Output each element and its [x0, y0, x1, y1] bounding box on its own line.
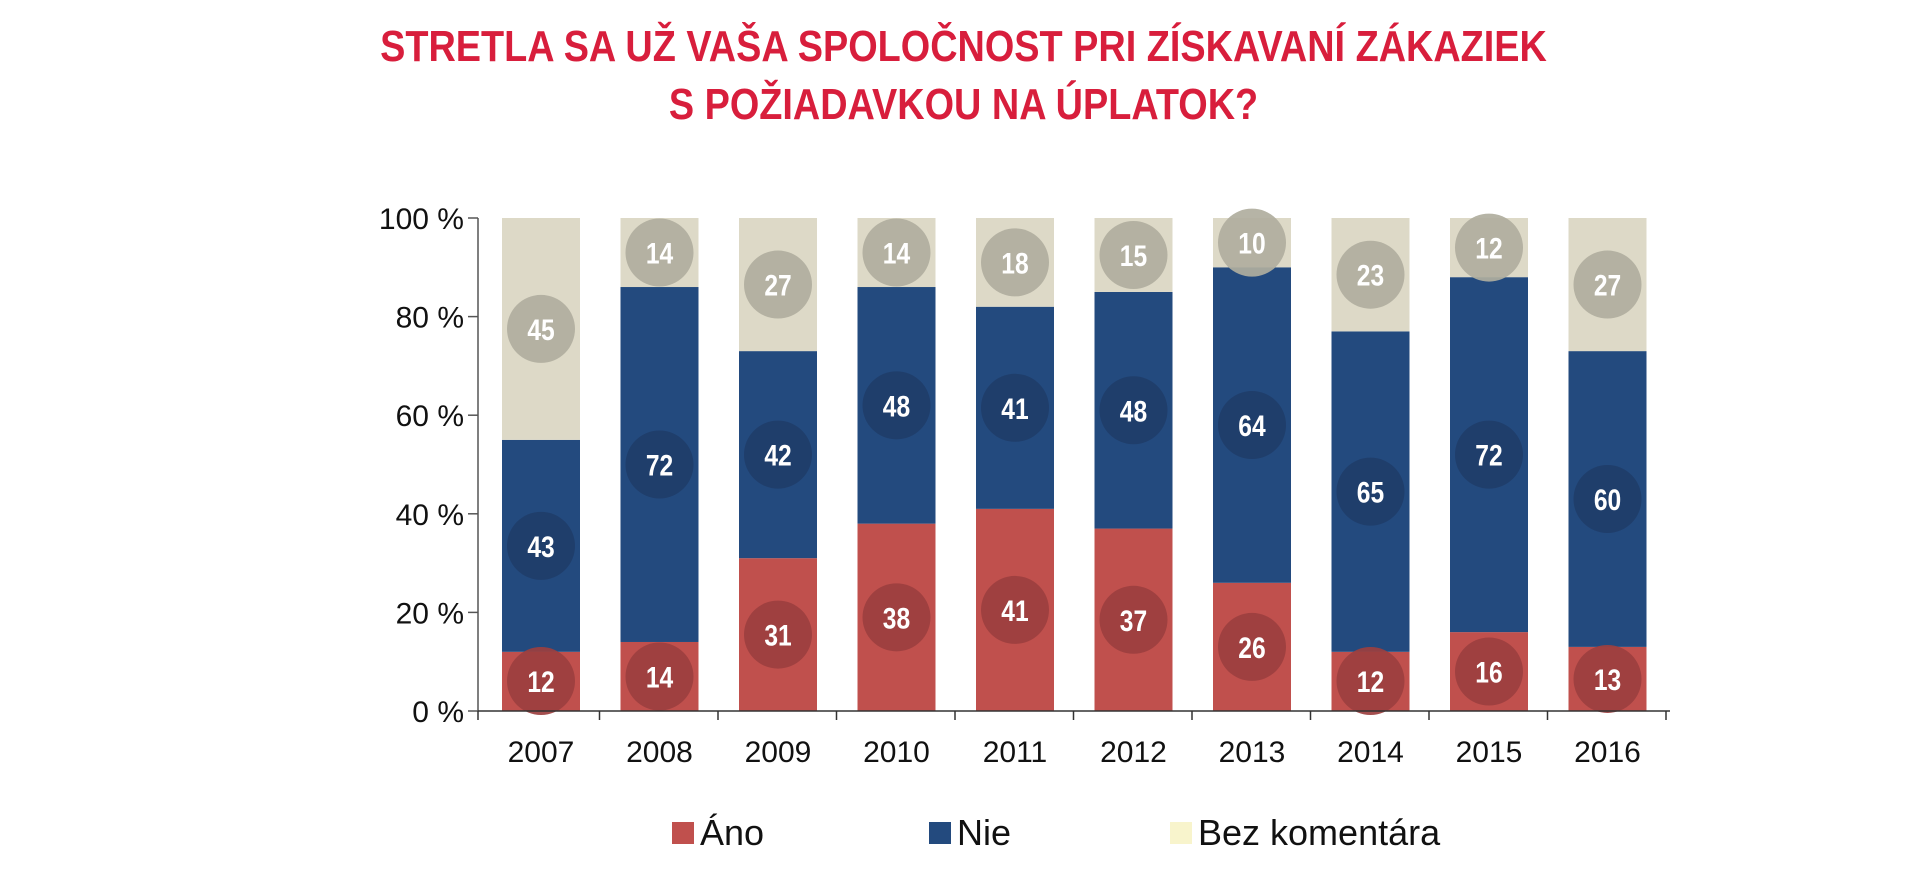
x-tick-label: 2007 — [508, 736, 575, 769]
data-label: 48 — [883, 389, 910, 423]
data-label-bubble — [1336, 457, 1405, 526]
data-label: 43 — [527, 530, 554, 564]
data-label-bubble — [1218, 391, 1286, 460]
data-label-bubble — [625, 642, 694, 711]
x-tick-label: 2011 — [983, 736, 1048, 769]
data-label-bubble — [981, 373, 1049, 442]
y-tick-label: 60 % — [396, 400, 464, 433]
data-label-bubble — [862, 218, 931, 287]
data-label-bubble — [507, 294, 575, 363]
data-label: 14 — [646, 236, 674, 270]
data-label: 41 — [1001, 391, 1028, 425]
data-label-bubble — [1336, 240, 1405, 309]
data-label: 12 — [1475, 231, 1502, 265]
y-tick-label: 20 % — [396, 597, 464, 630]
y-tick-label: 100 % — [379, 203, 464, 236]
chart-title-line-1: STRETLA SA UŽ VAŠA SPOLOČNOST PRI ZÍSKAV… — [380, 22, 1547, 71]
data-label-bubble — [1099, 220, 1168, 289]
y-tick-label: 40 % — [396, 499, 464, 532]
x-tick-label: 2015 — [1456, 736, 1523, 769]
data-label-bubble — [862, 583, 931, 652]
data-label-bubble — [1573, 644, 1642, 713]
data-label: 12 — [1357, 665, 1384, 699]
data-label: 42 — [764, 438, 791, 472]
data-label-bubble — [1455, 213, 1523, 282]
x-tick-label: 2013 — [1219, 736, 1286, 769]
data-label-bubble — [744, 420, 812, 489]
data-label: 60 — [1594, 483, 1621, 517]
data-label: 72 — [1475, 438, 1502, 472]
data-label-bubble — [1218, 612, 1286, 681]
data-label-bubble — [1455, 420, 1523, 489]
data-label: 14 — [883, 236, 911, 270]
data-label-bubble — [981, 575, 1049, 644]
data-label-bubble — [744, 600, 812, 669]
data-label: 38 — [883, 601, 910, 635]
y-tick-label: 0 % — [412, 696, 464, 729]
x-tick-label: 2016 — [1574, 736, 1641, 769]
x-tick-label: 2012 — [1100, 736, 1167, 769]
data-label-bubble — [744, 250, 812, 319]
y-tick-label: 80 % — [396, 302, 464, 335]
data-label-bubble — [1336, 647, 1405, 715]
legend-swatch-nie — [929, 822, 951, 844]
legend-label-ano: Áno — [700, 812, 765, 853]
legend-label-bez-komentara: Bez komentára — [1198, 812, 1441, 853]
x-tick-label: 2008 — [626, 736, 693, 769]
data-label-bubble — [981, 228, 1049, 297]
data-label: 27 — [764, 268, 791, 302]
legend-item-bez-komentara: Bez komentára — [1170, 812, 1440, 854]
legend-swatch-ano — [672, 822, 694, 844]
x-tick-label: 2009 — [745, 736, 812, 769]
data-label-bubble — [507, 511, 575, 580]
data-label: 12 — [527, 665, 554, 699]
data-label-bubble — [1099, 376, 1168, 445]
data-label-bubble — [1573, 465, 1642, 534]
data-label: 37 — [1120, 603, 1147, 637]
data-label: 23 — [1357, 258, 1384, 292]
x-tick-label: 2014 — [1337, 736, 1404, 769]
data-label-bubble — [625, 218, 694, 287]
data-label: 45 — [527, 313, 554, 347]
data-label: 13 — [1594, 663, 1621, 697]
legend-swatch-bez-komentara — [1170, 822, 1192, 844]
data-label-bubble — [1218, 208, 1286, 277]
data-label-bubble — [1455, 637, 1523, 706]
data-label: 64 — [1238, 409, 1266, 443]
data-label: 27 — [1594, 268, 1621, 302]
data-label: 72 — [646, 448, 673, 482]
data-label-bubble — [625, 430, 694, 499]
legend-item-ano: Áno — [672, 812, 764, 854]
data-label-bubble — [507, 647, 575, 715]
chart-legend: Áno Nie Bez komentára — [0, 812, 1927, 862]
data-label: 18 — [1001, 246, 1028, 280]
data-label: 41 — [1001, 594, 1028, 628]
data-label-bubble — [1573, 250, 1642, 319]
data-label: 14 — [646, 660, 674, 694]
chart-title-line-2: S POŽIADAVKOU NA ÚPLATOK? — [668, 80, 1259, 129]
legend-label-nie: Nie — [957, 812, 1012, 853]
data-label: 10 — [1238, 226, 1265, 260]
chart-title: STRETLA SA UŽ VAŠA SPOLOČNOST PRI ZÍSKAV… — [135, 18, 1792, 134]
data-label-bubble — [1099, 585, 1168, 654]
data-label: 31 — [764, 618, 791, 652]
data-label-bubble — [862, 371, 931, 440]
legend-item-nie: Nie — [929, 812, 1011, 854]
data-label: 48 — [1120, 394, 1147, 428]
data-label: 26 — [1238, 631, 1265, 665]
data-label: 16 — [1475, 655, 1502, 689]
data-label: 65 — [1357, 475, 1384, 509]
x-tick-label: 2010 — [863, 736, 930, 769]
data-label: 15 — [1120, 239, 1147, 273]
